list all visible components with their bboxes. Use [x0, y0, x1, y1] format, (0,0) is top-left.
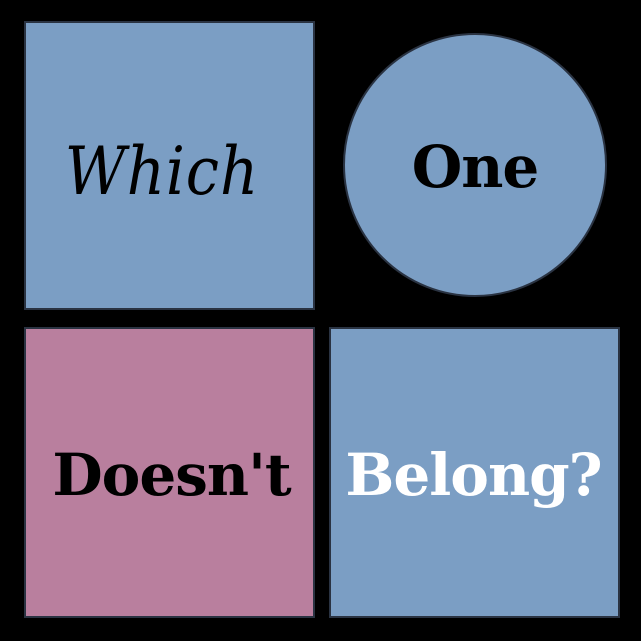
which-square-tile: Which	[24, 21, 315, 310]
which-word: Which	[64, 132, 259, 210]
doesnt-square-tile: Doesn't	[24, 327, 315, 618]
belong-square-tile: Belong?	[329, 327, 620, 618]
doesnt-word: Doesn't	[52, 440, 291, 509]
one-circle-tile: One	[343, 33, 607, 297]
belong-word: Belong?	[345, 440, 602, 509]
one-word: One	[411, 133, 540, 201]
